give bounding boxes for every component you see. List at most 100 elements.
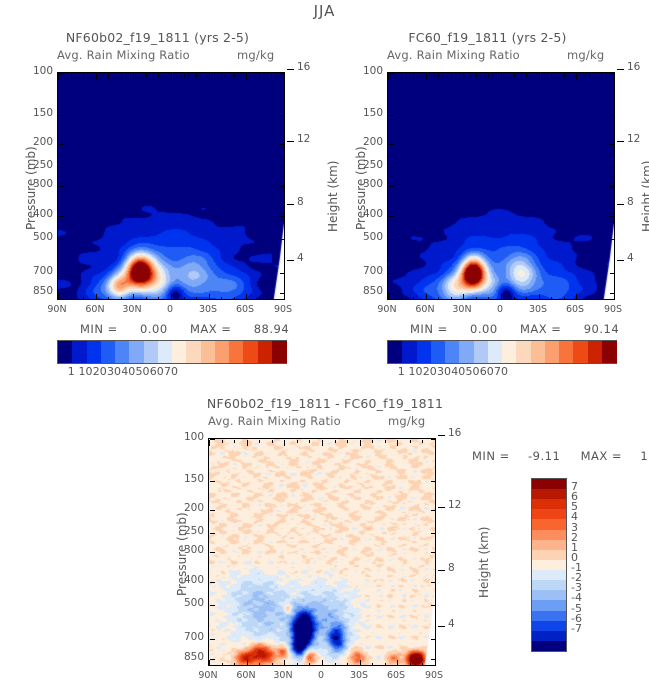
latitude-tick: [272, 440, 273, 443]
height-tick: [438, 435, 445, 436]
latitude-tick: [309, 440, 310, 443]
latitude-tick: [488, 74, 489, 77]
latitude-tick: [209, 440, 210, 446]
pressure-tick: [210, 533, 215, 534]
colorbar-tick-label: 1: [67, 365, 75, 378]
latitude-tick: [96, 294, 97, 300]
latitude-tick-label: 90N: [47, 304, 67, 315]
max-value-difference: 12.53: [640, 449, 649, 463]
latitude-tick: [435, 440, 436, 446]
pressure-tick-label: 100: [362, 65, 383, 77]
latitude-tick: [422, 663, 423, 666]
pressure-tick-label: 850: [183, 651, 204, 663]
latitude-tick-label: 30N: [273, 670, 293, 681]
latitude-tick: [397, 660, 398, 666]
latitude-tick: [259, 440, 260, 443]
latitude-tick: [410, 663, 411, 666]
colorbar-fc60: [387, 340, 617, 364]
latitude-tick: [133, 294, 134, 300]
latitude-tick-label: 60N: [415, 304, 435, 315]
minmax-row-nf60b02: MIN = 0.00 MAX = 88.94: [80, 322, 289, 336]
latitude-tick: [438, 74, 439, 77]
latitude-tick-label: 0: [166, 304, 174, 315]
latitude-tick: [426, 74, 427, 80]
pressure-tick: [431, 439, 436, 440]
latitude-tick: [539, 294, 540, 300]
pressure-tick: [210, 639, 215, 640]
latitude-tick: [564, 297, 565, 300]
latitude-tick: [372, 663, 373, 666]
minmax-row-difference: MIN = -9.11 MAX = 12.53: [472, 449, 649, 463]
panel-title-difference: NF60b02_f19_1811 - FC60_f19_1811: [206, 396, 444, 411]
panel-units-label-fc60: mg/kg: [567, 48, 605, 62]
colorbar-tick-label: 6: [571, 490, 578, 504]
height-tick: [287, 69, 294, 70]
pressure-tick-label: 700: [362, 265, 383, 277]
latitude-tick: [246, 294, 247, 300]
latitude-tick: [372, 440, 373, 443]
pressure-tick: [280, 167, 285, 168]
latitude-tick: [271, 297, 272, 300]
latitude-tick: [222, 440, 223, 443]
pressure-tick: [610, 115, 615, 116]
colorbar-swatch: [532, 640, 566, 652]
latitude-tick: [146, 74, 147, 77]
latitude-tick: [601, 297, 602, 300]
colorbar-tick-label: 40: [451, 365, 466, 378]
latitude-tick-label: 30N: [122, 304, 142, 315]
y-axis-label-right-difference: Height (km): [477, 526, 491, 598]
latitude-tick: [222, 663, 223, 666]
height-tick-label: 16: [627, 61, 641, 73]
latitude-tick: [234, 663, 235, 666]
minmax-row-fc60: MIN = 0.00 MAX = 90.14: [410, 322, 619, 336]
latitude-tick: [463, 294, 464, 300]
latitude-tick: [234, 440, 235, 443]
latitude-tick: [83, 74, 84, 77]
pressure-tick: [280, 239, 285, 240]
pressure-tick: [210, 439, 215, 440]
latitude-tick-label: 30S: [528, 304, 548, 315]
colorbar-tick-label: 5: [571, 500, 578, 514]
latitude-tick: [71, 297, 72, 300]
latitude-tick: [347, 440, 348, 443]
pressure-tick: [59, 115, 64, 116]
latitude-tick: [397, 440, 398, 446]
height-tick: [287, 141, 294, 142]
colorbar-tick-label: 50: [465, 365, 480, 378]
pressure-tick: [280, 293, 285, 294]
latitude-tick: [96, 74, 97, 80]
latitude-tick-label: 90N: [198, 670, 218, 681]
min-value-difference: -9.11: [528, 449, 561, 463]
colorbar-tick-label: -3: [571, 581, 582, 595]
latitude-tick: [322, 660, 323, 666]
latitude-tick: [83, 297, 84, 300]
latitude-tick: [514, 297, 515, 300]
colorbar-tick-label: 7: [571, 480, 578, 494]
pressure-tick-label: 400: [183, 574, 204, 586]
pressure-tick-label: 100: [32, 65, 53, 77]
colorbar-tick-label: -5: [571, 601, 582, 615]
height-tick-label: 16: [297, 61, 311, 73]
latitude-tick: [259, 74, 260, 77]
latitude-tick: [209, 74, 210, 80]
max-label-difference: MAX =: [580, 449, 623, 463]
height-tick-label: 4: [448, 618, 455, 630]
latitude-tick: [196, 74, 197, 77]
latitude-tick-label: 0: [317, 670, 325, 681]
panel-variable-label-difference: Avg. Rain Mixing Ratio: [208, 414, 341, 428]
height-tick: [287, 260, 294, 261]
latitude-tick: [388, 74, 389, 80]
latitude-tick: [426, 294, 427, 300]
height-tick: [617, 204, 624, 205]
latitude-tick: [438, 297, 439, 300]
latitude-tick: [551, 74, 552, 77]
pressure-tick: [389, 216, 394, 217]
pressure-tick-label: 700: [32, 265, 53, 277]
colorbar-nf60b02: [57, 340, 287, 364]
latitude-tick: [501, 294, 502, 300]
pressure-tick: [59, 144, 64, 145]
height-tick: [617, 141, 624, 142]
min-label-difference: MIN =: [472, 449, 510, 463]
pressure-tick: [59, 293, 64, 294]
panel-variable-label-nf60b02: Avg. Rain Mixing Ratio: [57, 48, 190, 62]
